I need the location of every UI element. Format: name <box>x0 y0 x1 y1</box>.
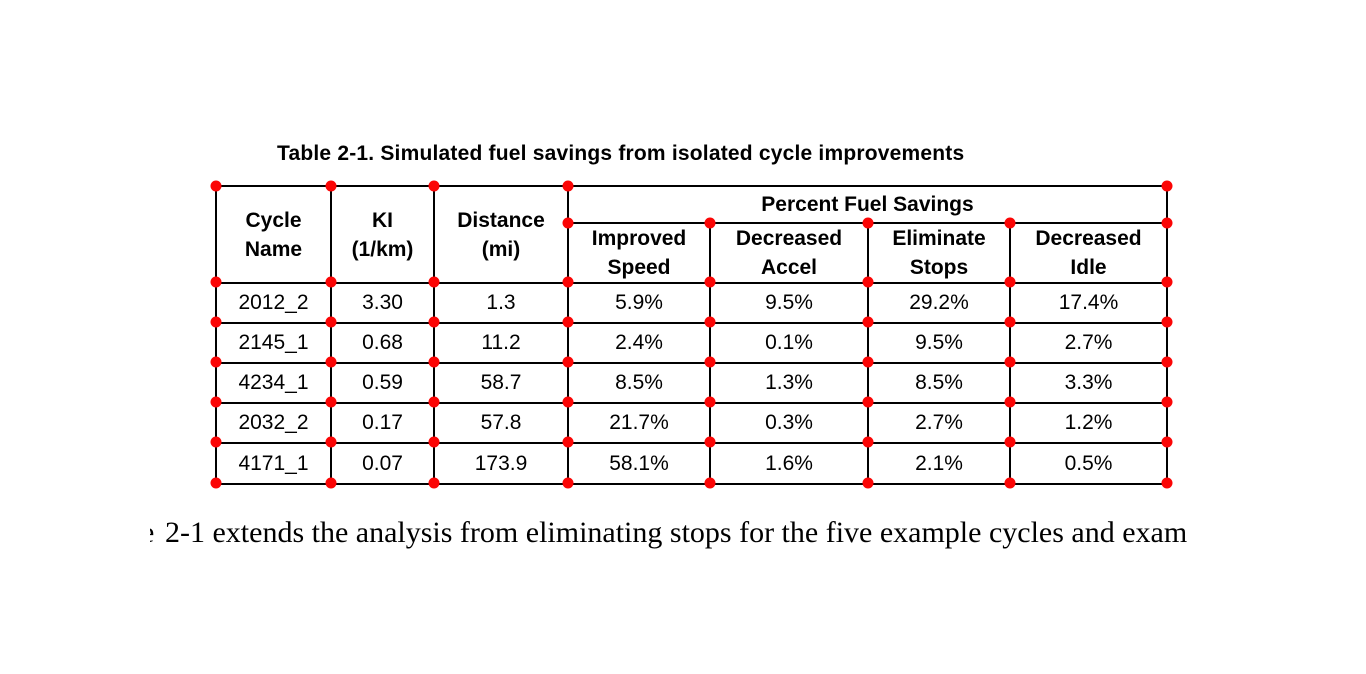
cell-decreased-idle: 17.4% <box>1009 282 1168 324</box>
cell-distance: 1.3 <box>433 282 569 324</box>
cell-improved-speed: 8.5% <box>567 362 711 404</box>
cell-cycle-name: 4171_1 <box>215 442 332 485</box>
header-cell-distance: Distance (mi) <box>433 185 569 284</box>
table-row: 2012_2 3.30 1.3 5.9% 9.5% 29.2% 17.4% <box>215 282 1168 324</box>
cell-ki: 0.17 <box>330 402 435 444</box>
cell-ki: 0.59 <box>330 362 435 404</box>
fuel-savings-table: Cycle Name KI (1/km) Distance (mi) Perce… <box>215 185 1168 485</box>
table-row: 4234_1 0.59 58.7 8.5% 1.3% 8.5% 3.3% <box>215 362 1168 404</box>
cell-ki: 3.30 <box>330 282 435 324</box>
cell-decreased-accel: 0.1% <box>709 322 869 364</box>
cell-improved-speed: 5.9% <box>567 282 711 324</box>
table-row: 4171_1 0.07 173.9 58.1% 1.6% 2.1% 0.5% <box>215 442 1168 485</box>
cell-decreased-idle: 2.7% <box>1009 322 1168 364</box>
cell-distance: 57.8 <box>433 402 569 444</box>
cell-cycle-name: 2012_2 <box>215 282 332 324</box>
cell-distance: 58.7 <box>433 362 569 404</box>
header-cell-decreased-idle: Decreased Idle <box>1009 222 1168 284</box>
table-caption: Table 2-1. Simulated fuel savings from i… <box>277 142 965 165</box>
cell-cycle-name: 2032_2 <box>215 402 332 444</box>
cell-ki: 0.68 <box>330 322 435 364</box>
cropped-text-fragment: e <box>150 516 155 558</box>
table-row: 2032_2 0.17 57.8 21.7% 0.3% 2.7% 1.2% <box>215 402 1168 444</box>
cell-decreased-idle: 1.2% <box>1009 402 1168 444</box>
cell-decreased-accel: 1.6% <box>709 442 869 485</box>
cell-distance: 11.2 <box>433 322 569 364</box>
cell-eliminate-stops: 29.2% <box>867 282 1011 324</box>
header-cell-improved-speed: Improved Speed <box>567 222 711 284</box>
cell-decreased-idle: 3.3% <box>1009 362 1168 404</box>
cell-distance: 173.9 <box>433 442 569 485</box>
cell-cycle-name: 4234_1 <box>215 362 332 404</box>
header-cell-cycle-name: Cycle Name <box>215 185 332 284</box>
cell-improved-speed: 2.4% <box>567 322 711 364</box>
header-cell-eliminate-stops: Eliminate Stops <box>867 222 1011 284</box>
header-cell-decreased-accel: Decreased Accel <box>709 222 869 284</box>
cell-decreased-accel: 0.3% <box>709 402 869 444</box>
cell-eliminate-stops: 2.7% <box>867 402 1011 444</box>
header-row-sub: Improved Speed Decreased Accel Eliminate… <box>216 222 1168 284</box>
cell-ki: 0.07 <box>330 442 435 485</box>
cell-cycle-name: 2145_1 <box>215 322 332 364</box>
cell-eliminate-stops: 2.1% <box>867 442 1011 485</box>
table-row: 2145_1 0.68 11.2 2.4% 0.1% 9.5% 2.7% <box>215 322 1168 364</box>
body-paragraph: 2-1 extends the analysis from eliminatin… <box>165 516 1188 549</box>
header-cell-percent-fuel-savings: Percent Fuel Savings <box>567 185 1168 224</box>
header-row-group: Cycle Name KI (1/km) Distance (mi) Perce… <box>215 185 1168 284</box>
cell-improved-speed: 21.7% <box>567 402 711 444</box>
header-cell-ki: KI (1/km) <box>330 185 435 284</box>
cell-decreased-accel: 1.3% <box>709 362 869 404</box>
cell-decreased-accel: 9.5% <box>709 282 869 324</box>
cell-eliminate-stops: 9.5% <box>867 322 1011 364</box>
cell-improved-speed: 58.1% <box>567 442 711 485</box>
cell-decreased-idle: 0.5% <box>1009 442 1168 485</box>
cell-eliminate-stops: 8.5% <box>867 362 1011 404</box>
